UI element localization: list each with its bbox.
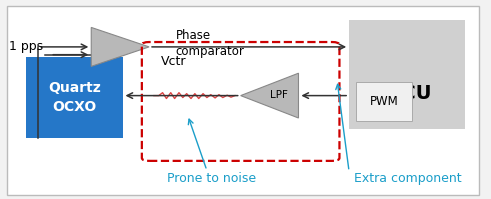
Text: Extra component: Extra component [354,172,462,185]
FancyBboxPatch shape [7,6,479,195]
Text: 1 pps: 1 pps [9,40,43,53]
Bar [349,20,465,129]
Text: LPF: LPF [270,90,288,100]
Text: Vctr: Vctr [161,55,187,68]
Text: Quartz
OCXO: Quartz OCXO [48,81,101,114]
Bar [356,82,412,121]
Polygon shape [91,27,149,66]
Text: MCU: MCU [382,84,432,103]
Polygon shape [241,73,299,118]
Text: Phase
comparator: Phase comparator [176,29,245,58]
Text: Prone to noise: Prone to noise [167,172,256,185]
Bar [26,57,123,139]
Text: PWM: PWM [370,95,398,108]
